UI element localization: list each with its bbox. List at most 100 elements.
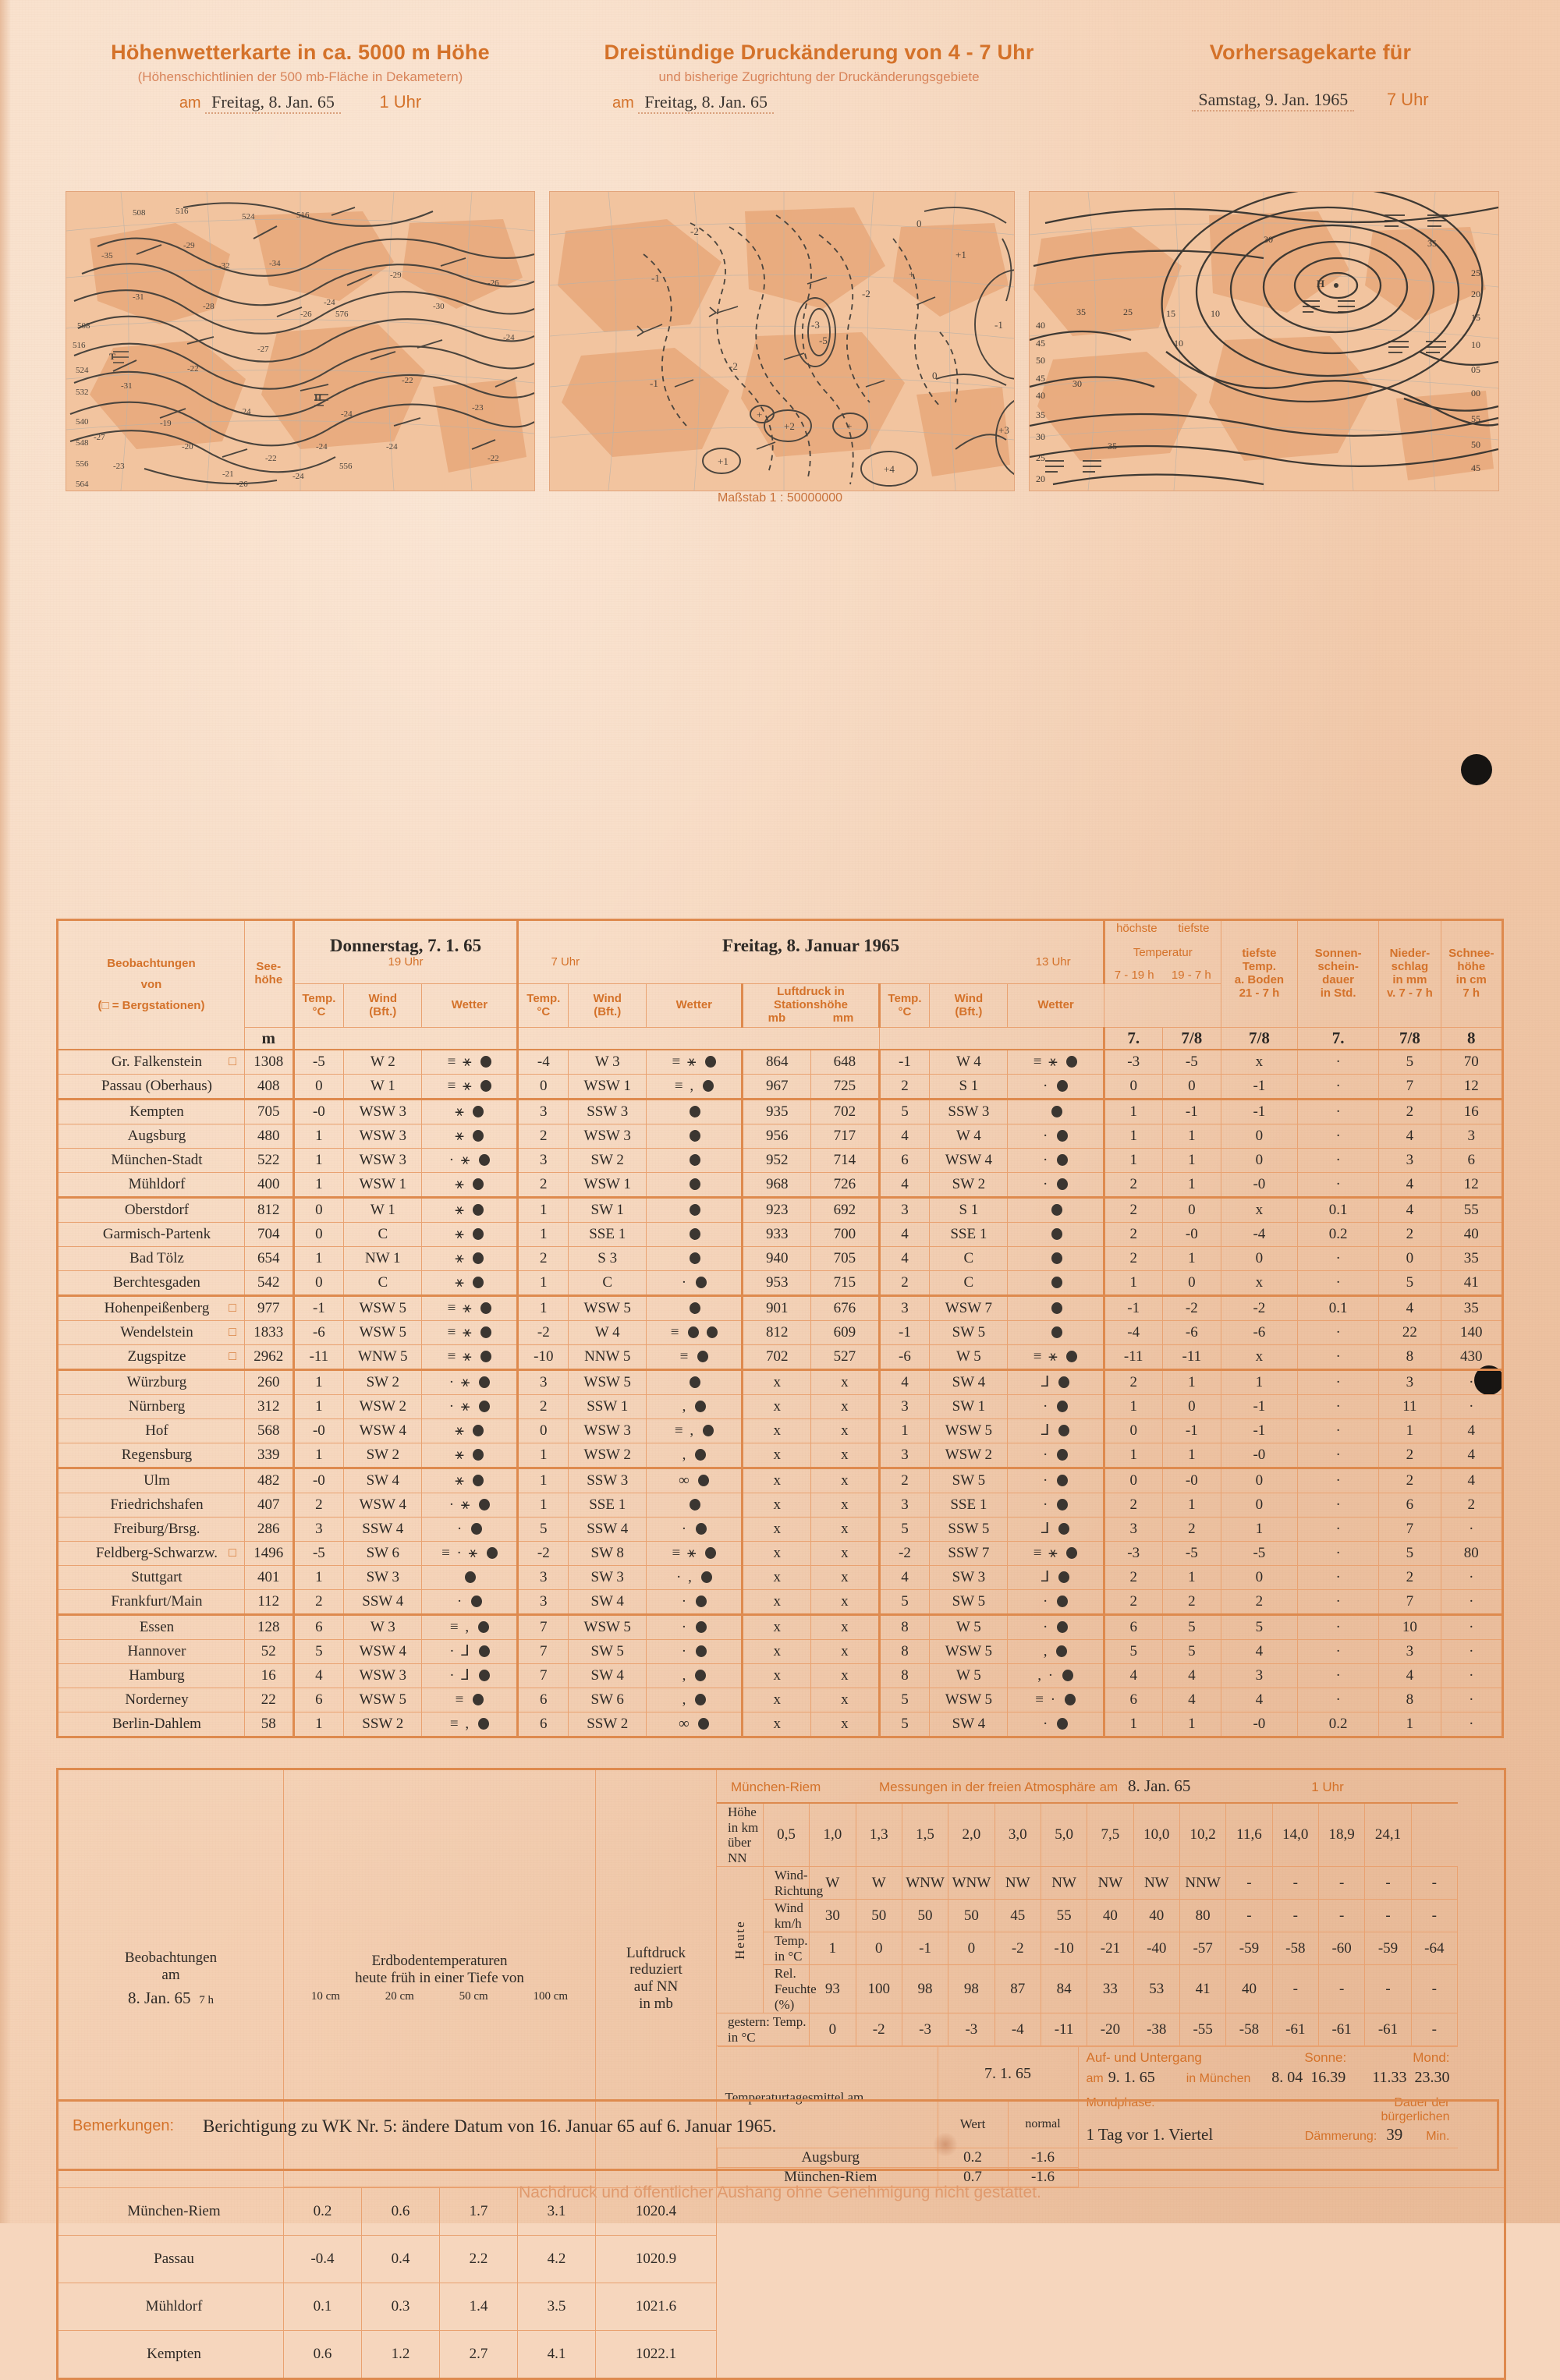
wind-19h: SW 2 (343, 1369, 423, 1396)
overcast-icon (473, 1178, 484, 1191)
svg-text:25: 25 (1036, 452, 1045, 463)
atmos-row[interactable]: Heute Wind-Richtung W W WNW WNW NW NW NW NW NNW - - -… (717, 1866, 1504, 2013)
atmos-yesterday-value: -20 (1087, 2013, 1134, 2047)
precipitation-mm: 5 (1378, 1270, 1441, 1297)
table-row[interactable]: Berchtesgaden 542 0 C ⚹ 1 C · 953 715 2 C 1 0 x · 5 41 (57, 1270, 1504, 1297)
table-row[interactable]: Feldberg-Schwarzw.1496-5SW 6≡ · ⚹ -2SW 8… (57, 1541, 1504, 1567)
station-altitude: 522 (243, 1148, 294, 1174)
weather-symbol: ⚹ (460, 1398, 472, 1415)
table-row[interactable]: Berlin-Dahlem 58 1 SSW 2 ≡ , 6 SSW 2 ∞ x x 5 SW 4… (57, 1712, 1504, 1738)
weather-13h: · (1007, 1493, 1104, 1518)
overcast-icon (479, 1154, 491, 1167)
station-altitude: 705 (243, 1098, 294, 1125)
wind-13h: WSW 4 (929, 1148, 1009, 1174)
atmos-row[interactable]: Temp. in °C 1 0 -1 0 -2 -10 -21 -40 -57 -59 -58 -60-… (717, 1932, 1504, 1966)
overcast-icon (695, 1523, 707, 1535)
snow-depth-cm: 40 (1440, 1222, 1504, 1248)
svg-text:20: 20 (1471, 289, 1480, 299)
table-row[interactable]: Passau (Oberhaus) 408 0 W 1 ≡ ⚹ 0 WSW 1 ≡ , 96… (57, 1074, 1504, 1100)
th-day-thursday: Donnerstag, 7. 1. 65 19 Uhr (292, 919, 519, 985)
weather-7h: , (646, 1663, 743, 1689)
weather-symbol: ≡ (447, 1300, 458, 1317)
table-row[interactable]: Würzburg 260 1 SW 2 · ⚹ 3 WSW 5 x x 4 SW 4 ⅃ 2 1 1 · 3… (57, 1369, 1504, 1396)
temp-19h: -5 (292, 1049, 345, 1075)
atmos-value: - (1364, 1964, 1412, 2014)
temp-13h: -1 (878, 1049, 931, 1075)
temp-min: 1 (1161, 1124, 1221, 1149)
snow-depth-cm: · (1440, 1613, 1504, 1641)
station-name: Frankfurt/Main (57, 1589, 245, 1616)
temp-7h: 1 (516, 1467, 569, 1494)
svg-text:-28: -28 (203, 302, 214, 311)
atmos-yesterday-row: gestern: Temp. in °C 0 -2 -3 -3 -4 -11 -20 -38 -5… (717, 2013, 1504, 2047)
atmos-yesterday-value: -3 (901, 2013, 949, 2047)
table-row[interactable]: Friedrichshafen 407 2 WSW 4 · ⚹ 1 SSE 1 x x 3 SSE… (57, 1493, 1504, 1518)
map-forecast[interactable]: 40 45 50 45 40 35 30 25 20 35 25 15 10 10 30 35… (1029, 191, 1499, 491)
th-wind-13: Wind (Bft.) (929, 983, 1009, 1028)
atmos-row[interactable]: Wind km/h 30 50 50 50 45 55 40 40 80- - - - - (717, 1899, 1504, 1933)
temp-19h: 2 (292, 1493, 345, 1518)
wind-13h: SSW 7 (929, 1541, 1009, 1567)
table-row[interactable]: Kempten 705 -0 WSW 3 ⚹ 3 SSW 3 935 702 5 SSW 3 1 -1… (57, 1098, 1504, 1125)
snow-depth-cm: 41 (1440, 1270, 1504, 1297)
precipitation-mm: 8 (1378, 1344, 1441, 1371)
temp-max: 6 (1102, 1613, 1163, 1641)
weather-symbol: , (1043, 1643, 1049, 1660)
soil-row[interactable]: Kempten 0.6 1.2 2.7 4.1 1022.1 (57, 2329, 1505, 2379)
wind-7h: W 3 (568, 1049, 647, 1075)
atmos-row[interactable]: Rel. Feuchte (%) 93 100 98 98 87 84 33 53 41 40- - -… (717, 1964, 1504, 2014)
weather-symbol: ⚹ (455, 1250, 466, 1267)
table-row[interactable]: Hof 568 -0 WSW 4 ⚹ 0 WSW 3 ≡ , x x 1 WSW 5 ⅃ 0 -1 -1… (57, 1418, 1504, 1444)
soil-row[interactable]: Mühldorf 0.1 0.3 1.4 3.5 1021.6 (57, 2282, 1505, 2331)
table-row[interactable]: Frankfurt/Main 112 2 SSW 4 · 3 SW 4 · x x 5 SW 5 ·… (57, 1589, 1504, 1616)
overcast-icon (480, 1302, 492, 1315)
table-row[interactable]: Oberstdorf 812 0 W 1 ⚹ 1 SW 1 923 692 3 S 1 2 0 x 0.1… (57, 1196, 1504, 1224)
soil-station: Mühldorf (57, 2282, 284, 2331)
svg-text:-26: -26 (300, 310, 312, 319)
temp-max: 2 (1102, 1222, 1163, 1248)
soil-temp: 1.2 (361, 2329, 440, 2379)
table-row[interactable]: Freiburg/Brsg. 286 3 SSW 4 · 5 SSW 4 · x x 5 SSW … (57, 1517, 1504, 1542)
pressure-mm: x (810, 1541, 880, 1567)
weather-7h: , (646, 1394, 743, 1420)
svg-text:508: 508 (133, 208, 146, 218)
pressure-mm: 692 (810, 1196, 880, 1224)
temp-7h: 1 (516, 1196, 569, 1224)
overcast-icon (700, 1571, 712, 1584)
atmos-value: -57 (1179, 1932, 1227, 1966)
weather-19h: · ⅃ (421, 1639, 519, 1665)
temp-19h: 2 (292, 1589, 345, 1616)
weather-symbol: ≡ (449, 1716, 460, 1733)
table-row[interactable]: Gr. Falkenstein1308-5W 2≡ ⚹ -4W 3≡ ⚹ 864… (57, 1049, 1504, 1075)
atmos-value: 45 (994, 1899, 1041, 1933)
th-date-7b: 7. (1296, 1026, 1380, 1050)
soil-row[interactable]: Passau -0.4 0.4 2.2 4.2 1020.9 (57, 2234, 1505, 2283)
map-pressure-change[interactable]: -2 0 +1 + -1 -3 -5 + +2 + +4 +1 -1 0 -1 +3 -2 -2 (549, 191, 1015, 491)
overcast-icon (690, 1154, 701, 1167)
temp-19h: -0 (292, 1098, 345, 1125)
table-row[interactable]: Ulm 482 -0 SW 4 ⚹ 1 SSW 3 ∞ x x 2 SW 5 · 0 -0 0 · 2 4 (57, 1467, 1504, 1494)
atmos-title-row: München-Riem Messungen in der freien Atm… (717, 1770, 1458, 1804)
temp-19h: 0 (292, 1222, 345, 1248)
table-row[interactable]: Garmisch-Partenk 704 0 C ⚹ 1 SSE 1 933 700 4 SSE … (57, 1222, 1504, 1248)
table-row[interactable]: München-Stadt 522 1 WSW 3 · ⚹ 3 SW 2 952 714 6 WS… (57, 1148, 1504, 1174)
weather-symbol: ⚹ (463, 1324, 473, 1341)
map-upper-air-500mb[interactable]: 508 516 524 516 -35 -29 -32 -34 -31 -28 508 51… (66, 191, 535, 491)
temp-13h: 3 (878, 1294, 931, 1322)
table-row[interactable]: Stuttgart 401 1 SW 3 3 SW 3 · , x x 4 SW 3 ⅃ 2 1 0 · 2… (57, 1565, 1504, 1591)
weather-13h: · (1007, 1613, 1104, 1641)
svg-text:10: 10 (1211, 308, 1220, 319)
pressure-mm: x (810, 1443, 880, 1469)
